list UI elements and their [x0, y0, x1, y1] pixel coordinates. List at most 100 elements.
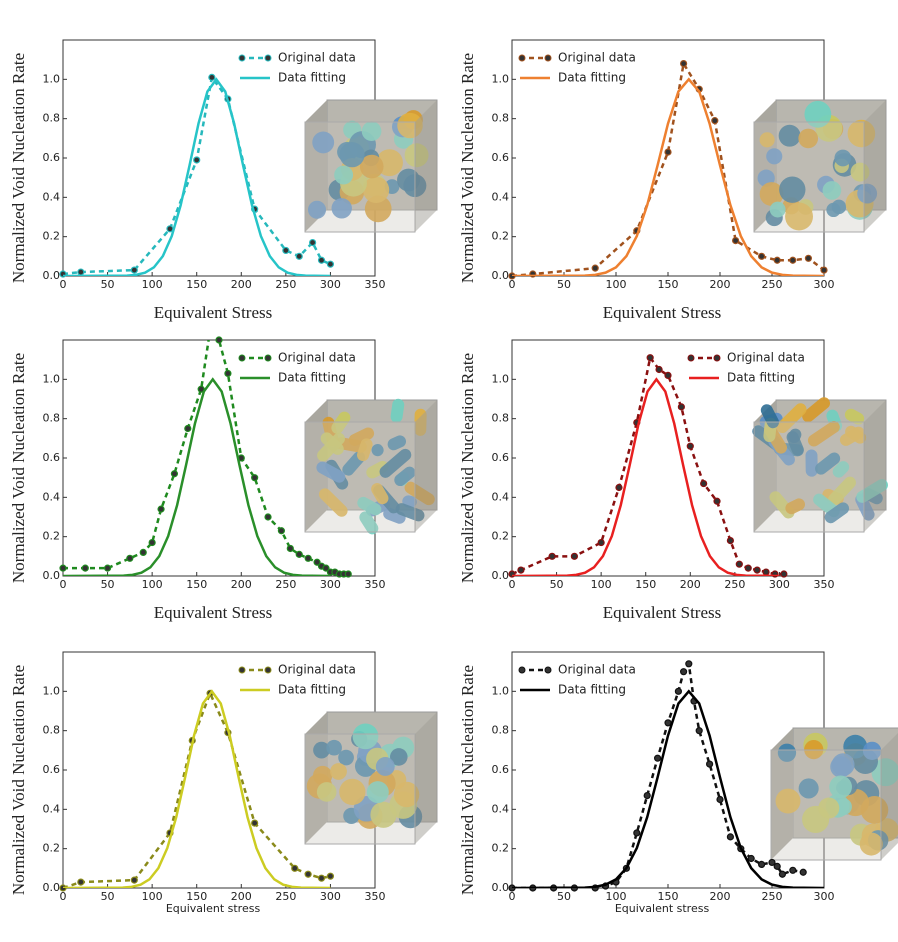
sphere [352, 723, 379, 750]
data-point [679, 668, 688, 676]
rod [359, 511, 379, 535]
rod [390, 398, 405, 423]
y-tick-label: 1.0 [492, 72, 510, 85]
legend-label: Data fitting [558, 683, 626, 697]
data-point [789, 256, 797, 264]
legend-label: Original data [278, 351, 356, 365]
x-tick-label: 300 [320, 278, 341, 291]
data-point [653, 754, 662, 762]
sphere [843, 734, 868, 759]
x-tick-label: 0 [60, 278, 67, 291]
y-tick-label: 0.8 [492, 724, 510, 737]
data-point [726, 536, 735, 545]
data-point [344, 570, 352, 578]
fit-line [63, 377, 331, 576]
data-point [735, 560, 743, 568]
x-tick-label: 350 [814, 578, 835, 591]
x-tick-label: 200 [680, 578, 701, 591]
data-point [615, 483, 623, 492]
legend-label: Data fitting [278, 71, 346, 85]
sphere [834, 149, 852, 167]
x-tick-label: 250 [762, 890, 783, 903]
x-tick-label: 200 [710, 278, 731, 291]
data-point [548, 552, 556, 560]
x-tick-label: 100 [142, 578, 163, 591]
data-point [570, 552, 579, 560]
original-line [63, 74, 331, 276]
inset-image [753, 99, 887, 233]
rod [366, 460, 389, 479]
sphere [370, 801, 397, 828]
sphere [313, 741, 330, 759]
y-tick-label: 1.0 [43, 684, 61, 697]
rod [342, 451, 366, 476]
y-tick-label: 0.6 [492, 451, 510, 464]
rod [335, 437, 367, 453]
x-axis-label: Equivalent Stress [154, 603, 273, 622]
y-tick-label: 0.8 [43, 112, 61, 125]
y-tick-label: 0.0 [492, 269, 510, 282]
data-point [771, 570, 779, 578]
rod [387, 435, 407, 451]
sphere [390, 748, 408, 766]
cube-right [864, 100, 886, 232]
y-tick-label: 0.6 [43, 451, 61, 464]
y-tick-label: 0.0 [43, 269, 61, 282]
legend-label: Original data [558, 51, 636, 65]
data-point [59, 564, 67, 572]
y-tick-label: 0.4 [492, 802, 510, 815]
data-point [726, 833, 735, 841]
y-tick-label: 0.8 [43, 412, 61, 425]
fit-line [512, 77, 824, 276]
y-tick-label: 0.0 [492, 881, 510, 894]
x-tick-label: 50 [557, 278, 571, 291]
panel: 0 50 100 150 200 250 300 0.0 0.2 0.4 0.6 0.8 1.0 Norm… [458, 651, 898, 915]
y-tick-label: 1.0 [43, 72, 61, 85]
sphere [779, 176, 806, 203]
y-tick-label: 0.8 [492, 112, 510, 125]
legend-marker [264, 666, 272, 674]
legend-label: Original data [558, 663, 636, 677]
x-tick-label: 150 [186, 578, 207, 591]
x-tick-label: 100 [606, 278, 627, 291]
cube-front [304, 733, 416, 845]
y-tick-label: 0.2 [43, 230, 61, 243]
sphere [316, 782, 337, 802]
data-point [208, 73, 216, 81]
data-point [820, 266, 828, 274]
data-point [193, 156, 201, 164]
x-tick-label: 300 [320, 890, 341, 903]
data-point [282, 246, 290, 255]
x-tick-label: 50 [557, 890, 571, 903]
y-tick-label: 0.0 [43, 881, 61, 894]
data-point [517, 566, 525, 574]
data-point [685, 660, 693, 668]
cube-front [753, 421, 865, 533]
fit-line [63, 689, 331, 888]
data-point [757, 860, 766, 869]
y-axis-label: Normalized Void Nucleation Rate [9, 665, 28, 895]
sphere [798, 128, 819, 149]
panel: 0 50 100 150 200 250 300 350 0.0 0.2 0.4 0.6 0.8 1.0 N… [9, 651, 438, 915]
data-point [731, 237, 740, 245]
y-tick-label: 0.4 [492, 190, 510, 203]
legend-label: Original data [727, 351, 805, 365]
sphere [777, 743, 797, 762]
x-tick-label: 350 [365, 578, 386, 591]
inset-image [752, 397, 889, 533]
data-point [778, 870, 787, 878]
rod [760, 404, 780, 429]
rod [776, 403, 807, 434]
y-tick-label: 1.0 [492, 372, 510, 385]
sphere [778, 124, 801, 147]
x-tick-label: 150 [658, 278, 679, 291]
sphere [759, 182, 784, 206]
sphere [759, 132, 775, 148]
sphere [361, 121, 382, 142]
x-tick-label: 250 [275, 278, 296, 291]
rod [832, 461, 850, 478]
data-point [508, 570, 516, 578]
panel: 0 50 100 150 200 250 300 350 0.0 0.2 0.4 0.6 0.8 1.0 N… [9, 39, 438, 322]
sphere [312, 765, 333, 786]
